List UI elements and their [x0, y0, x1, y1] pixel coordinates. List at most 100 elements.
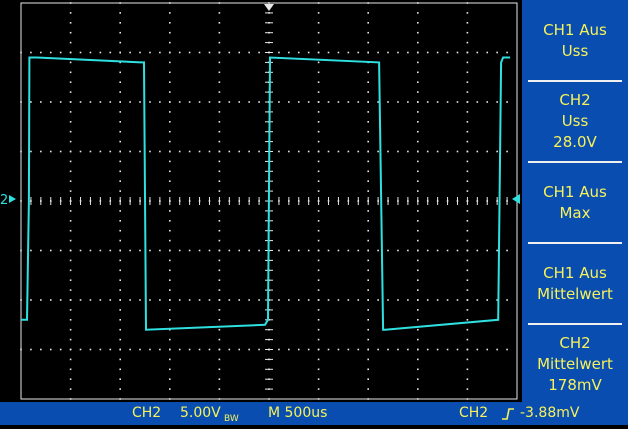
grid-dot [20, 51, 22, 54]
grid-dot [377, 150, 379, 153]
grid-dot [417, 61, 419, 64]
grid-dot [317, 190, 320, 192]
grid-dot [317, 319, 320, 321]
grid-dot [317, 12, 320, 14]
grid-dot [387, 150, 389, 153]
grid-dot [218, 398, 221, 400]
grid-dot [218, 190, 221, 192]
grid-dot [367, 210, 369, 212]
grid-dot [397, 101, 399, 103]
grid-dot [417, 41, 419, 44]
grid-dot [119, 12, 121, 14]
grid-dot [466, 358, 469, 361]
grid-dot [109, 299, 112, 301]
grid-dot [159, 150, 161, 153]
grid-dot [129, 150, 131, 153]
grid-dot [169, 101, 171, 103]
grid-dot [208, 299, 211, 301]
grid-dot [258, 249, 260, 252]
grid-dot [317, 71, 320, 74]
grid-dot [426, 299, 429, 301]
grid-dot [317, 121, 320, 123]
grid-dot [278, 299, 280, 301]
grid-dot [347, 101, 350, 103]
measurement-line: Mittelwert [537, 355, 613, 373]
measurement-line: Uss [561, 112, 589, 130]
measurement-box[interactable]: CH2 Uss 28.0V [522, 81, 628, 162]
grid-dot [218, 378, 221, 380]
grid-dot [248, 249, 250, 252]
grid-dot [417, 2, 419, 4]
grid-dot [69, 91, 72, 93]
grid-dot [218, 101, 221, 103]
grid-dot [218, 348, 221, 351]
grid-dot [99, 249, 102, 252]
grid-dot [169, 51, 171, 54]
grid-dot [218, 81, 221, 83]
grid-dot [69, 121, 72, 123]
measurement-box[interactable]: CH2 Mittelwert 178mV [522, 324, 628, 405]
grid-dot [317, 2, 320, 4]
grid-dot [69, 328, 72, 331]
grid-dot [367, 180, 369, 182]
rising-edge-icon [502, 408, 514, 420]
grid-dot [317, 368, 320, 371]
grid-dot [30, 150, 32, 153]
grid-dot [169, 190, 171, 192]
grid-dot [49, 299, 52, 301]
grid-dot [456, 348, 459, 351]
grid-dot [466, 12, 469, 14]
grid-dot [367, 150, 369, 153]
grid-dot [188, 150, 191, 153]
grid-dot [119, 180, 121, 182]
grid-dot [218, 111, 221, 113]
grid-dot [436, 299, 439, 301]
grid-dot [169, 170, 171, 173]
grid-dot [69, 309, 72, 311]
grid-dot [417, 259, 419, 262]
grid-dot [367, 71, 369, 74]
grid-dot [387, 101, 389, 103]
grid-dot [466, 239, 469, 242]
grid-dot [69, 378, 72, 380]
grid-dot [397, 348, 399, 351]
grid-dot [327, 348, 330, 351]
grid-dot [119, 170, 121, 173]
grid-dot [99, 51, 102, 54]
grid-dot [387, 249, 389, 252]
grid-dot [169, 22, 171, 24]
grid-dot [69, 140, 72, 143]
grid-dot [218, 239, 221, 242]
grid-dot [426, 101, 429, 103]
measurement-box[interactable]: CH1 Aus Mittelwert [522, 243, 628, 324]
grid-dot [218, 31, 221, 34]
grid-dot [486, 249, 489, 252]
grid-dot [218, 2, 221, 4]
measurement-box[interactable]: CH1 Aus Uss [522, 0, 628, 81]
grid-dot [417, 22, 419, 24]
measurement-box[interactable]: CH1 Aus Max [522, 162, 628, 243]
grid-dot [417, 111, 419, 113]
grid-dot [417, 388, 419, 390]
grid-dot [228, 51, 231, 54]
grid-dot [337, 348, 340, 351]
grid-dot [20, 299, 22, 301]
grid-dot [317, 229, 320, 232]
grid-dot [69, 160, 72, 163]
grid-dot [79, 101, 82, 103]
grid-dot [119, 41, 121, 44]
grid-dot [69, 130, 72, 133]
grid-dot [307, 249, 310, 252]
grid-dot [238, 101, 241, 103]
grid-dot [426, 51, 429, 54]
grid-dot [476, 249, 479, 252]
grid-dot [466, 210, 469, 212]
grid-dot [20, 150, 22, 153]
grid-dot [30, 249, 32, 252]
grid-dot [218, 220, 221, 222]
grid-dot [169, 299, 171, 301]
grid-dot [377, 348, 379, 351]
grid-dot [466, 130, 469, 133]
grid-dot [119, 190, 121, 192]
grid-dot [248, 299, 250, 301]
